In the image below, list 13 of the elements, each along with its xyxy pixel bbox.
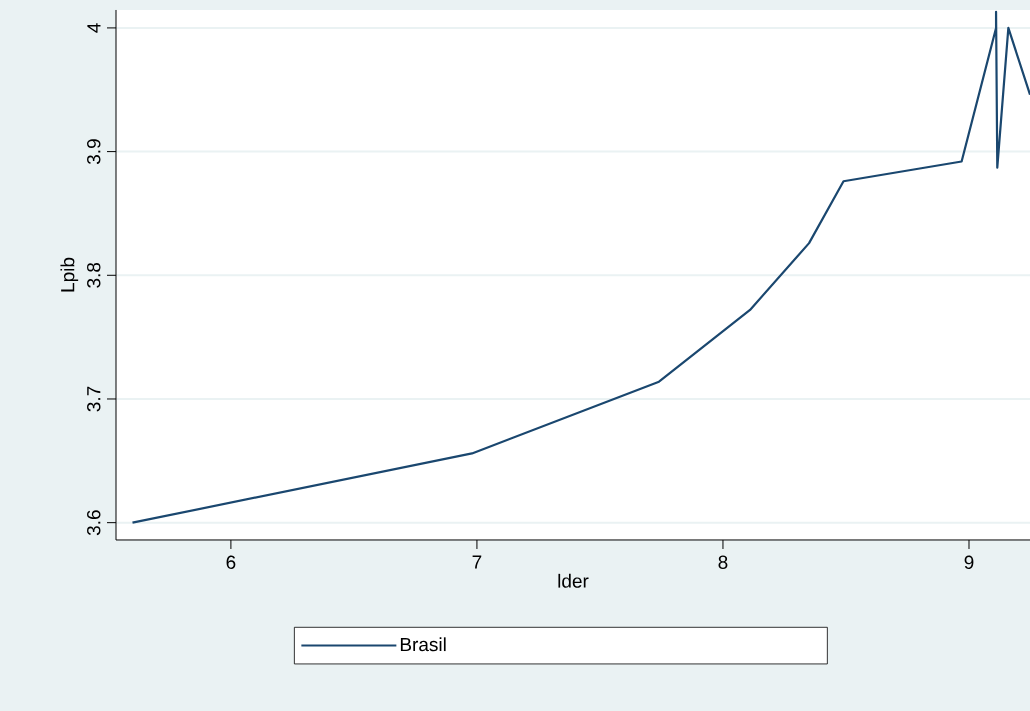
x-tick-label: 8 bbox=[718, 555, 728, 569]
y-tick-label: 3.7 bbox=[87, 386, 101, 412]
x-tick-label: 6 bbox=[226, 555, 236, 569]
y-tick-label: 3.9 bbox=[87, 139, 101, 165]
y-tick-label: 3.6 bbox=[87, 510, 101, 536]
y-tick-label: 3.8 bbox=[87, 262, 101, 288]
x-axis-title: lder bbox=[558, 573, 589, 588]
legend-label: Brasil bbox=[400, 637, 446, 652]
x-tick-label: 9 bbox=[964, 555, 974, 569]
line-series bbox=[131, 10, 1030, 524]
y-axis-title: Lpib bbox=[60, 257, 79, 292]
y-tick-label: 4 bbox=[87, 23, 101, 33]
x-tick-label: 7 bbox=[472, 555, 482, 569]
